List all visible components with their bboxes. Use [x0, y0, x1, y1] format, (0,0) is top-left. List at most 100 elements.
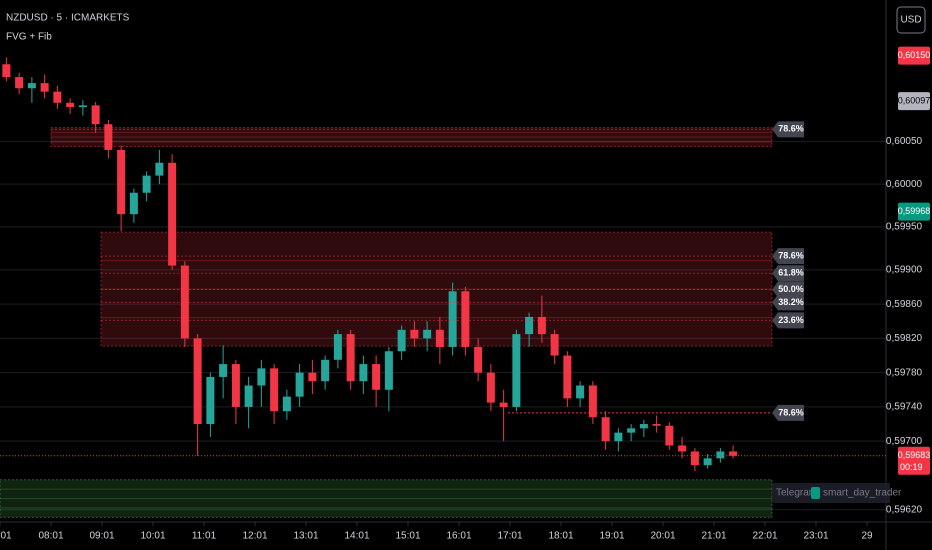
fib-tag — [772, 404, 804, 421]
x-tick-label: 12:01 — [242, 531, 267, 542]
candle-body — [639, 424, 648, 429]
candle-body — [435, 329, 444, 347]
candle-body — [66, 102, 75, 108]
candle-body — [193, 338, 202, 425]
y-tick-label: 0,59740 — [886, 402, 923, 413]
candle-body — [372, 364, 381, 390]
candle-body — [155, 162, 164, 176]
candle-body — [678, 445, 687, 452]
watermark-icon — [811, 487, 820, 499]
x-tick-label: 29 — [861, 531, 873, 542]
candle-body — [690, 451, 699, 466]
overlay: 78.6% 78.6% 61.8% 50.0% 38.2% 23.6% 78.6% — [0, 121, 886, 457]
candle-body — [627, 428, 636, 433]
y-tick-label: 0,59620 — [886, 504, 923, 515]
candle-body — [550, 334, 559, 356]
x-tick-label: 13:01 — [293, 531, 318, 542]
x-tick-label: 09:01 — [89, 531, 114, 542]
candle-body — [423, 329, 432, 339]
price-badge-label: 0,59683 — [898, 450, 931, 460]
candle-body — [270, 368, 279, 412]
fib-tag — [772, 248, 804, 265]
fvg-zone — [0, 479, 773, 518]
candle-body — [117, 149, 126, 215]
x-tick-label: 18:01 — [548, 531, 573, 542]
fib-label: 78.6% — [778, 407, 804, 417]
candle-body — [614, 432, 623, 442]
x-tick-label: 23:01 — [803, 531, 828, 542]
candle-body — [206, 376, 215, 425]
price-badge-label: 0,60097 — [898, 95, 931, 105]
x-tick-label: 20:01 — [650, 531, 675, 542]
watermark-prefix: Telegram — [776, 488, 817, 499]
price-badge-label: 0,59968 — [898, 206, 931, 216]
x-tick-label: 14:01 — [344, 531, 369, 542]
chart-title: NZDUSD · 5 · ICMARKETS — [6, 13, 130, 24]
candle-body — [652, 424, 661, 426]
fib-tag — [772, 121, 804, 138]
x-tick-label: 08:01 — [38, 531, 63, 542]
candle-body — [716, 451, 725, 459]
candle-body — [244, 385, 253, 407]
candle-body — [231, 364, 240, 407]
price-badge — [898, 446, 930, 475]
x-tick-label: 22:01 — [752, 531, 777, 542]
candle-body — [53, 91, 62, 103]
x-tick-label: 10:01 — [140, 531, 165, 542]
price-badge-label: 0,60150 — [898, 50, 931, 60]
candle-body — [333, 334, 342, 360]
grid — [0, 140, 886, 526]
candle-body — [512, 334, 521, 407]
candle-body — [397, 329, 406, 352]
price-timer: 00:19 — [900, 462, 923, 472]
candle-body — [257, 368, 266, 386]
candle-body — [729, 451, 738, 456]
candle-body — [576, 385, 585, 399]
y-tick-label: 0,59950 — [886, 222, 923, 233]
y-tick-label: 0,60000 — [886, 179, 923, 190]
fib-tag — [772, 312, 804, 329]
candle-body — [461, 291, 470, 347]
candle-body — [474, 346, 483, 373]
candle-body — [142, 175, 151, 193]
y-tick-label: 0,59820 — [886, 333, 923, 344]
zones — [0, 127, 773, 518]
fib-label: 50.0% — [778, 284, 804, 294]
candle-body — [104, 124, 113, 150]
x-tick-label: 11:01 — [192, 531, 217, 542]
candle-body — [410, 329, 419, 339]
candle-body — [308, 372, 317, 382]
candle-body — [129, 192, 138, 215]
candle-body — [359, 364, 368, 382]
candle-body — [486, 372, 495, 403]
candle-body — [588, 385, 597, 418]
candle-body — [27, 83, 36, 89]
currency-button[interactable] — [896, 6, 926, 34]
candle-body — [168, 162, 177, 266]
indicator-name: FVG + Fib — [6, 32, 52, 43]
x-tick-label: 15:01 — [395, 531, 420, 542]
fib-label: 38.2% — [778, 297, 804, 307]
x-tick-label: 01 — [0, 531, 12, 542]
watermark-box — [772, 483, 890, 503]
fib-tag — [772, 265, 804, 282]
fib-tag — [772, 294, 804, 311]
price-badge — [898, 202, 930, 221]
y-tick-label: 0,59700 — [886, 436, 923, 447]
candle-body — [703, 458, 712, 466]
watermark-handle: smart_day_trader — [823, 488, 902, 499]
y-tick-label: 0,59860 — [886, 299, 923, 310]
candle-body — [384, 351, 393, 390]
fib-label: 23.6% — [778, 315, 804, 325]
candle-body — [282, 396, 291, 412]
candle-body — [525, 316, 534, 335]
y-tick-label: 0,59780 — [886, 367, 923, 378]
candle-body — [78, 105, 87, 108]
candle-body — [601, 417, 610, 442]
y-tick-label: 0,60050 — [886, 136, 923, 147]
x-tick-label: 21:01 — [701, 531, 726, 542]
candle-body — [499, 402, 508, 407]
candle-body — [40, 83, 49, 92]
y-tick-label: 0,59900 — [886, 264, 923, 275]
